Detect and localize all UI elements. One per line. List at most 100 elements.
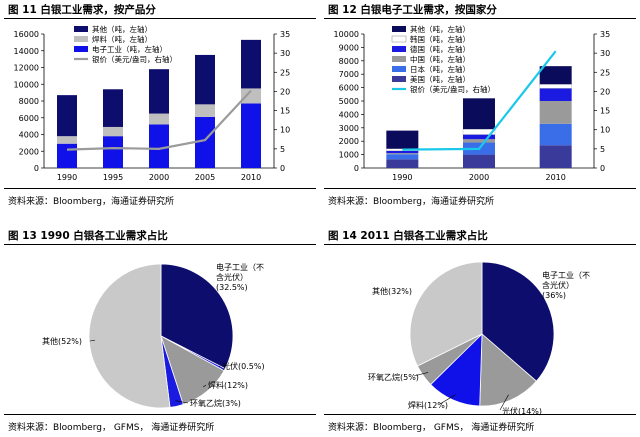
pie-label: 电子工业（不	[542, 270, 590, 280]
bar-segment-0	[195, 116, 215, 168]
pie-slice-4	[88, 263, 171, 409]
y2-tick-label: 25	[600, 68, 610, 77]
y2-tick-label: 0	[600, 164, 605, 173]
y2-tick-label: 15	[600, 107, 610, 116]
bar-segment-0	[103, 136, 123, 168]
pie-slice-4	[409, 261, 483, 367]
y-tick-label: 2000	[19, 147, 39, 156]
pie-leader-line	[89, 339, 95, 342]
source-rule	[4, 414, 316, 415]
pie-leader-line	[439, 394, 456, 405]
y2-tick-label: 20	[280, 87, 290, 96]
legend-label: 电子工业（吨，左轴）	[92, 44, 167, 54]
y-tick-label: 9000	[339, 43, 359, 52]
legend-label: 银价（美元/盎司，右轴）	[92, 54, 177, 64]
pie-label: 电子工业（不	[216, 262, 264, 272]
chart-panel-fig12: 图 12 白银电子工业需求，按国家分 0 1000 2000 3000 4000 5000…	[324, 2, 636, 210]
legend-swatch	[392, 66, 406, 72]
source-note: 资料来源：Bloomberg， GFMS， 海通证券研究所	[328, 423, 535, 433]
bar-segment-5	[463, 98, 495, 130]
bar-segment-0	[463, 154, 495, 168]
legend-swatch	[74, 36, 88, 42]
legend-label: 韩国（吨，左轴）	[410, 34, 470, 44]
bar-segment-0	[149, 124, 169, 168]
y2-tick-label: 20	[600, 87, 610, 96]
y-tick-label: 10000	[334, 30, 359, 39]
chart-title: 图 12 白银电子工业需求，按国家分	[328, 4, 497, 16]
x-tick-label: 2000	[149, 173, 169, 182]
bar-segment-0	[386, 159, 419, 168]
pie-label: 光伏(14%)	[502, 406, 542, 416]
x-tick-label: 2005	[195, 173, 215, 182]
title-rule	[324, 244, 636, 245]
y-tick-label: 8000	[19, 97, 39, 106]
x-tick-label: 2010	[241, 173, 261, 182]
y-tick-label: 7000	[339, 70, 359, 79]
bar-segment-1	[386, 154, 419, 160]
y-tick-label: 4000	[339, 110, 359, 119]
title-rule	[4, 18, 316, 19]
y-tick-label: 6000	[19, 114, 39, 123]
pie-label: 含光伏）	[542, 280, 574, 290]
pie-slice-0	[481, 261, 555, 382]
legend-label: 德国（吨，左轴）	[410, 44, 470, 54]
chart-panel-fig14: 图 14 2011 白银各工业需求占比 电子工业（不 含光伏） (36%) 光伏(14…	[324, 228, 636, 436]
legend-label: 其他（吨，左轴）	[410, 24, 470, 34]
pie-leader-line	[175, 400, 189, 404]
y-tick-label: 1000	[339, 151, 359, 160]
y2-tick-label: 30	[280, 49, 290, 58]
y2-tick-label: 10	[600, 126, 610, 135]
y-tick-label: 10000	[14, 80, 39, 89]
y-tick-label: 0	[354, 164, 359, 173]
title-rule	[324, 18, 636, 19]
y2-tick-label: 35	[600, 30, 610, 39]
legend-swatch	[74, 46, 88, 52]
bar-segment-2	[241, 39, 261, 89]
legend-swatch	[391, 35, 407, 43]
y-tick-label: 16000	[14, 30, 39, 39]
pie-label: 焊料(12%)	[208, 380, 248, 390]
bar-segment-5	[539, 66, 572, 85]
source-rule	[4, 188, 316, 189]
source-note: 资料来源：Bloomberg，海通证券研究所	[8, 197, 174, 207]
bar-segment-1	[195, 104, 215, 117]
source-note: 资料来源：Bloomberg，海通证券研究所	[328, 197, 494, 207]
title-rule	[4, 244, 316, 245]
pie-leader-line	[499, 394, 509, 411]
legend-label: 美国（吨，左轴）	[410, 74, 470, 84]
legend-label: 日本（吨，左轴）	[410, 64, 470, 74]
y-tick-label: 8000	[339, 57, 359, 66]
legend-swatch	[392, 56, 406, 62]
y-tick-label: 5000	[339, 97, 359, 106]
y-tick-label: 14000	[14, 47, 39, 56]
x-tick-label: 1995	[103, 173, 123, 182]
pie-label: 环氧乙烷(5%)	[368, 372, 419, 382]
x-tick-label: 2000	[469, 173, 489, 182]
y2-tick-label: 5	[280, 145, 285, 154]
pie-leader-line	[203, 384, 207, 388]
bar-segment-0	[539, 145, 572, 168]
legend-label: 中国（吨，左轴）	[410, 54, 470, 64]
bar-segment-1	[241, 88, 261, 104]
y-tick-label: 12000	[14, 64, 39, 73]
pie-slice-0	[160, 263, 234, 370]
pie-label: (32.5%)	[216, 283, 248, 292]
bar-segment-3	[386, 150, 419, 154]
legend-label: 银价（美元/盎司，右轴）	[410, 84, 495, 94]
source-note: 资料来源：Bloomberg， GFMS， 海通证券研究所	[8, 423, 215, 433]
bar-segment-2	[149, 69, 169, 114]
y2-tick-label: 25	[280, 68, 290, 77]
y2-tick-label: 35	[280, 30, 290, 39]
pie-label: 环氧乙烷(3%)	[190, 398, 241, 408]
chart-panel-fig11: 图 11 白银工业需求，按产品分 0 2000 4000 6000 8000 10000 1…	[4, 2, 316, 210]
legend-swatch	[74, 26, 88, 32]
bar-segment-2	[195, 54, 215, 105]
pie-leader-line	[413, 372, 429, 377]
bar-segment-3	[539, 88, 572, 101]
chart-title: 图 11 白银工业需求，按产品分	[8, 4, 156, 16]
pie-label: 光伏(0.5%)	[222, 361, 265, 371]
bar-segment-2	[463, 139, 495, 143]
pie-label: 其他(52%)	[42, 336, 82, 346]
